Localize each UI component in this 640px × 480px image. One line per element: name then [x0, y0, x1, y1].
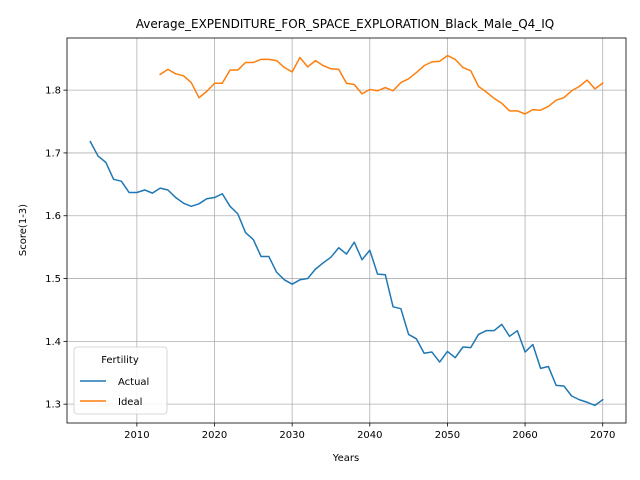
y-tick-label: 1.8 — [45, 86, 61, 97]
x-tick-label: 2010 — [124, 430, 149, 441]
y-axis: 1.3 1.4 1.5 1.6 1.7 1.8 — [45, 86, 67, 411]
series-line-actual — [89, 140, 604, 407]
x-tick-label: 2060 — [512, 430, 537, 441]
legend-box — [73, 346, 168, 415]
x-tick-label: 2040 — [357, 430, 382, 441]
y-tick-label: 1.5 — [45, 274, 61, 285]
series-lines — [89, 54, 604, 407]
legend-title: Fertility — [101, 355, 139, 366]
grid — [67, 38, 626, 423]
legend-label-ideal: Ideal — [118, 397, 142, 408]
y-tick-label: 1.6 — [45, 211, 61, 222]
x-tick-label: 2030 — [279, 430, 304, 441]
x-tick-label: 2070 — [590, 430, 615, 441]
y-tick-label: 1.3 — [45, 400, 61, 411]
legend-label-actual: Actual — [118, 377, 149, 388]
legend: Fertility Actual Ideal — [73, 346, 168, 415]
series-line-ideal — [159, 54, 604, 115]
y-tick-label: 1.4 — [45, 337, 61, 348]
x-tick-label: 2020 — [202, 430, 227, 441]
plot-frame — [66, 37, 627, 424]
chart-title: Average_EXPENDITURE_FOR_SPACE_EXPLORATIO… — [136, 17, 555, 31]
x-axis: 2010 2020 2030 2040 2050 2060 2070 — [124, 423, 615, 441]
y-axis-label: Score(1-3) — [18, 204, 29, 256]
y-tick-label: 1.7 — [45, 148, 61, 159]
x-tick-label: 2050 — [435, 430, 460, 441]
x-axis-label: Years — [332, 453, 359, 464]
